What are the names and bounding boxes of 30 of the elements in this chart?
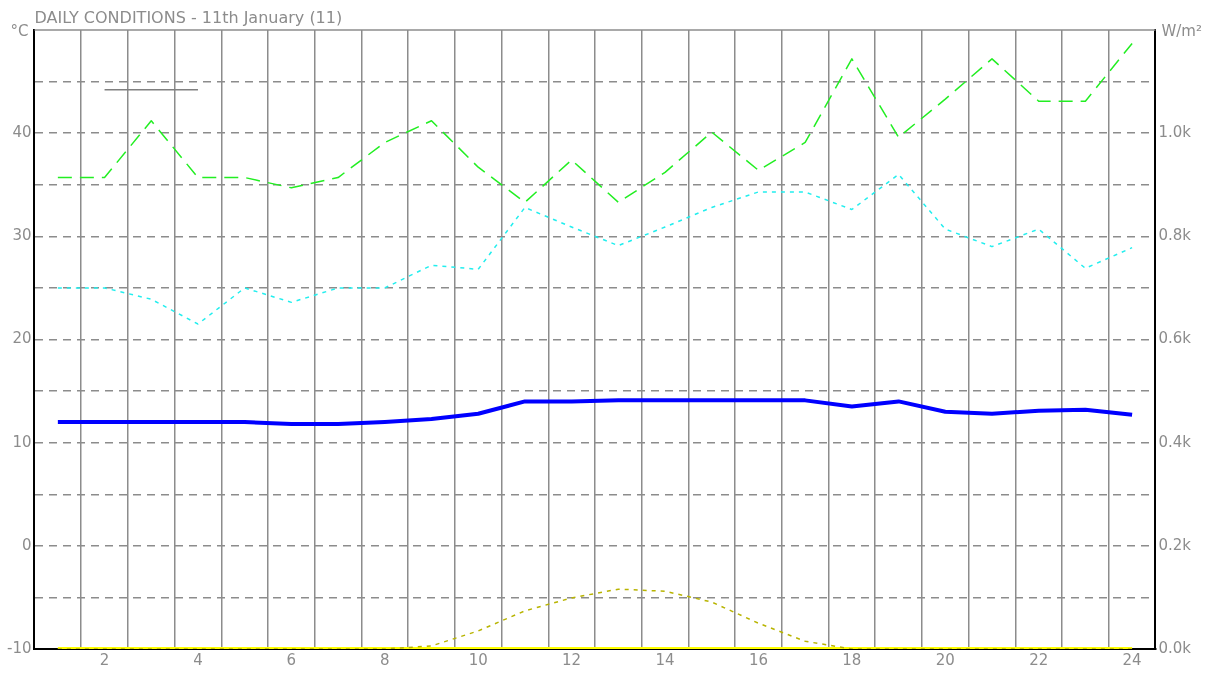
y2-tick-label: 0.4k (1158, 432, 1192, 451)
y2-tick-label: 0.0k (1158, 638, 1192, 657)
x-tick-label: 22 (1029, 650, 1049, 669)
x-tick-label: 16 (748, 650, 768, 669)
y-tick-label: 10 (12, 432, 32, 451)
y-tick-label: -10 (7, 638, 32, 657)
x-tick-label: 8 (380, 650, 390, 669)
y2-tick-label: 0.2k (1158, 535, 1192, 554)
x-tick-label: 10 (468, 650, 488, 669)
line-series (57, 173, 1133, 325)
line-series (57, 588, 1133, 649)
x-tick-label: 4 (193, 650, 203, 669)
chart-title: DAILY CONDITIONS - 11th January (11) (34, 8, 343, 28)
x-tick-label: 20 (935, 650, 955, 669)
x-tick-label: 6 (286, 650, 297, 669)
x-tick-label: 18 (842, 650, 862, 669)
y-tick-label: 30 (12, 226, 32, 245)
x-tick-label: 12 (562, 650, 582, 669)
y2-tick-label: 0.6k (1158, 329, 1192, 348)
y-tick-label: 20 (12, 329, 32, 348)
y-tick-label: 40 (12, 123, 32, 142)
y2-tick-label: 0.8k (1158, 226, 1192, 245)
x-tick-label: 2 (99, 650, 110, 669)
x-tick-label: 14 (655, 650, 675, 669)
x-tick-label: 24 (1122, 650, 1142, 669)
line-series (57, 42, 1133, 204)
y2-axis-title: W/m² (1161, 22, 1202, 41)
y-axis-title: °C (10, 22, 29, 41)
y-tick-label: 0 (21, 535, 32, 554)
y2-tick-label: 1.0k (1158, 123, 1192, 142)
